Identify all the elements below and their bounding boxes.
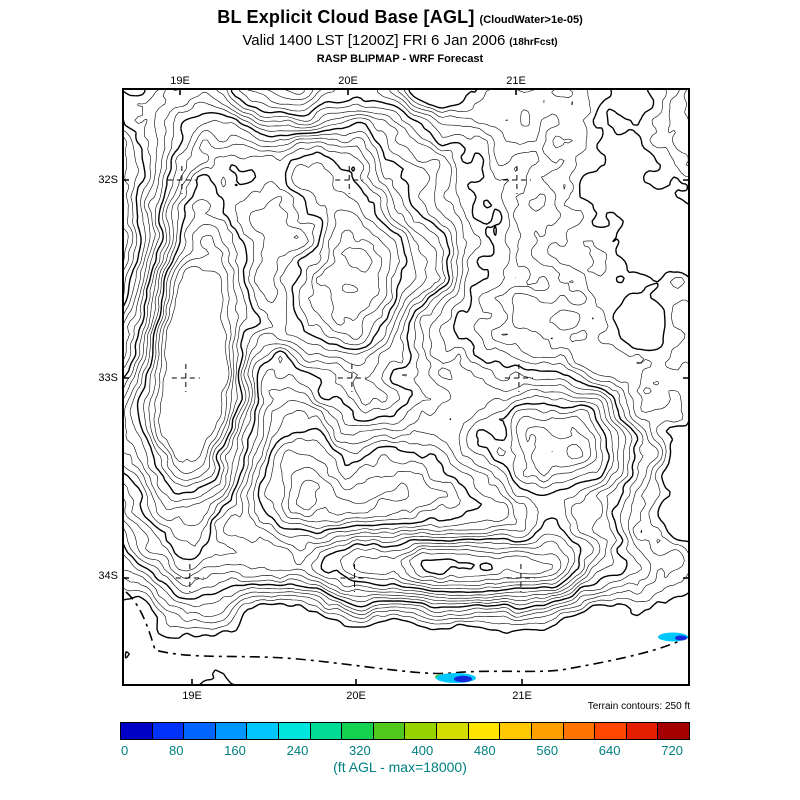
y-tick-left-34S: 34S (98, 570, 118, 582)
x-tick-bottom-21E: 21E (512, 690, 532, 702)
colorbar-tick: 640 (598, 743, 621, 758)
colorbar-tick: 480 (473, 743, 496, 758)
x-tick-bottom-20E: 20E (346, 690, 366, 702)
y-tick-left-32S: 32S (98, 174, 118, 186)
valid-time-label: Valid 1400 LST [1200Z] FRI 6 Jan 2006 (242, 32, 506, 49)
colorbar-tick-labels: 0 80 160 240 320 400 480 560 640 720 (121, 743, 683, 758)
colorbar-unit-label: (ft AGL - max=18000) (333, 759, 467, 775)
terrain-contour-note: Terrain contours: 250 ft (587, 701, 690, 712)
coastline-dashed (125, 591, 690, 675)
title-row: BL Explicit Cloud Base [AGL] (CloudWater>… (0, 7, 800, 28)
colorbar-tick: 560 (536, 743, 559, 758)
page-title: BL Explicit Cloud Base [AGL] (217, 7, 475, 27)
title-note: (CloudWater>1e-05) (479, 14, 583, 26)
cloudbase-patch-bottom (435, 673, 476, 683)
x-tick-top-19E: 19E (170, 75, 190, 87)
forecast-hour-note: (18hrFcst) (509, 37, 558, 48)
cloudbase-patch-right (658, 632, 688, 642)
colorbar-tick: 80 (168, 743, 184, 758)
colorbar-tick: 160 (224, 743, 246, 758)
colorbar-tick: 400 (411, 743, 434, 758)
y-tick-left-33S: 33S (98, 372, 118, 384)
colorbar-tick: 720 (661, 743, 683, 758)
valid-row: Valid 1400 LST [1200Z] FRI 6 Jan 2006 (18… (0, 32, 800, 49)
colorbar-tick: 240 (286, 743, 309, 758)
forecast-map (122, 88, 690, 686)
x-tick-top-21E: 21E (506, 75, 526, 87)
contour-map-canvas (122, 88, 690, 686)
map-border (122, 88, 690, 686)
latlon-grid-crosses (167, 166, 535, 592)
model-label: RASP BLIPMAP - WRF Forecast (316, 53, 484, 65)
terrain-contours (122, 88, 690, 686)
x-tick-bottom-19E: 19E (182, 690, 202, 702)
chart-header: BL Explicit Cloud Base [AGL] (CloudWater>… (0, 7, 800, 65)
colorbar-tick: 320 (349, 743, 371, 758)
colorbar-tick: 0 (121, 743, 129, 758)
colorbar (120, 722, 690, 740)
x-tick-top-20E: 20E (338, 75, 358, 87)
border-tick-marks (122, 88, 690, 686)
